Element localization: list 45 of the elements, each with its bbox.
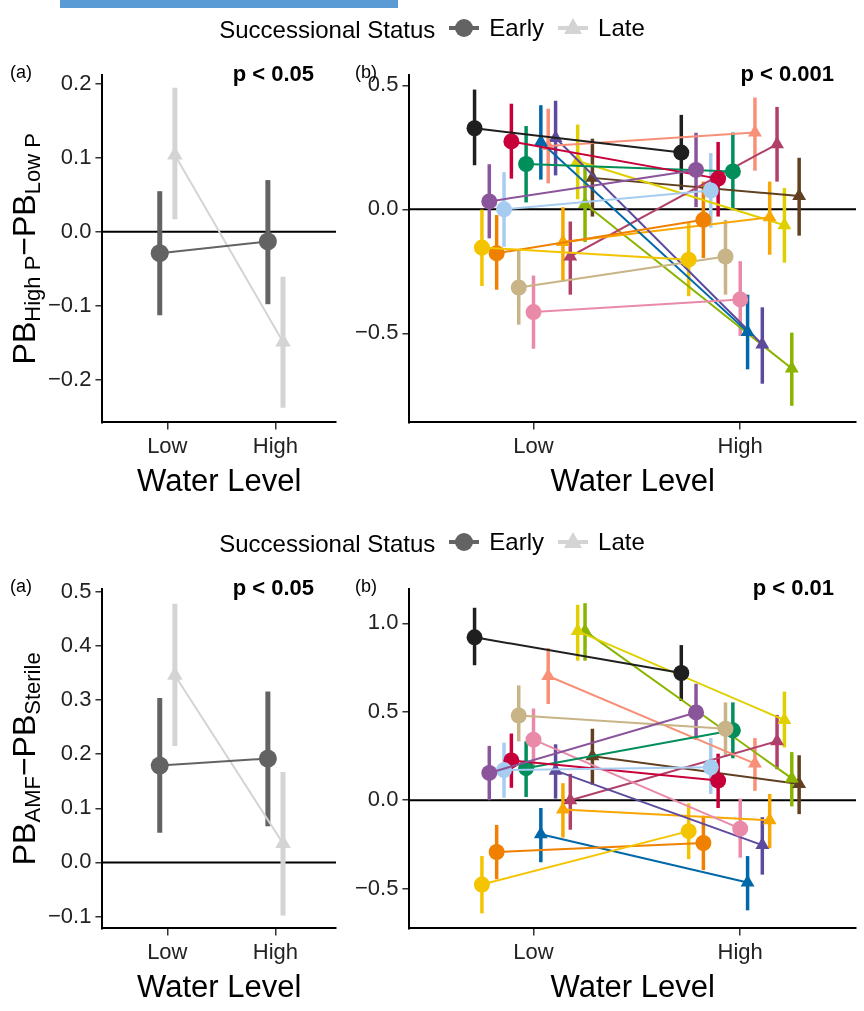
x-tick-label: High bbox=[717, 938, 763, 964]
x-tick-label: Low bbox=[513, 432, 554, 458]
x-axis-title: Water Level bbox=[550, 968, 715, 1004]
text: (b) bbox=[355, 575, 377, 596]
x-tick-label: Low bbox=[147, 938, 188, 964]
x-tick-label: Low bbox=[147, 432, 188, 458]
legend-label: Early bbox=[489, 14, 545, 42]
y-tick-label: −0.1 bbox=[47, 291, 92, 317]
annotation: p < 0.001 bbox=[740, 61, 834, 87]
x-tick-label: High bbox=[252, 432, 299, 458]
y-tick-label: 0.0 bbox=[367, 195, 399, 221]
y-tick-label: 0.5 bbox=[367, 697, 399, 723]
y-tick-label: 1.0 bbox=[367, 609, 399, 635]
y-tick-label: 0.0 bbox=[60, 848, 92, 874]
legend-label: Late bbox=[598, 528, 645, 556]
text: (a) bbox=[10, 575, 32, 596]
x-tick-label: Low bbox=[513, 938, 554, 964]
x-axis-title: Water Level bbox=[137, 462, 302, 498]
y-tick-label: 0.1 bbox=[60, 794, 92, 820]
x-axis-title: Water Level bbox=[137, 968, 302, 1004]
x-tick-label: High bbox=[717, 432, 763, 458]
annotation: p < 0.05 bbox=[232, 61, 314, 87]
y-tick-label: 0.4 bbox=[60, 632, 92, 658]
y-tick-label: −0.5 bbox=[354, 874, 399, 900]
annotation: p < 0.05 bbox=[232, 575, 314, 601]
y-axis-title: PBAMF−PBSterile bbox=[5, 652, 46, 866]
legend-label: Late bbox=[598, 14, 645, 42]
y-tick-label: 0.2 bbox=[60, 70, 92, 96]
legend-title: Successional Status bbox=[219, 16, 436, 43]
y-tick-label: 0.0 bbox=[367, 786, 399, 812]
y-tick-label: −0.5 bbox=[354, 319, 399, 345]
y-tick-label: 0.3 bbox=[60, 686, 92, 712]
annotation: p < 0.01 bbox=[752, 575, 834, 601]
y-tick-label: 0.5 bbox=[60, 577, 92, 603]
legend-title: Successional Status bbox=[219, 530, 436, 557]
y-axis-title: PBHigh P−PBLow P bbox=[5, 133, 46, 365]
text: (a) bbox=[10, 61, 32, 82]
x-tick-label: High bbox=[252, 938, 299, 964]
y-tick-label: −0.2 bbox=[47, 365, 92, 391]
legend-label: Early bbox=[489, 528, 545, 556]
y-tick-label: 0.2 bbox=[60, 740, 92, 766]
y-tick-label: −0.1 bbox=[47, 902, 92, 928]
y-tick-label: 0.1 bbox=[60, 144, 92, 169]
y-tick-label: 0.0 bbox=[60, 217, 92, 243]
x-axis-title: Water Level bbox=[550, 462, 715, 498]
